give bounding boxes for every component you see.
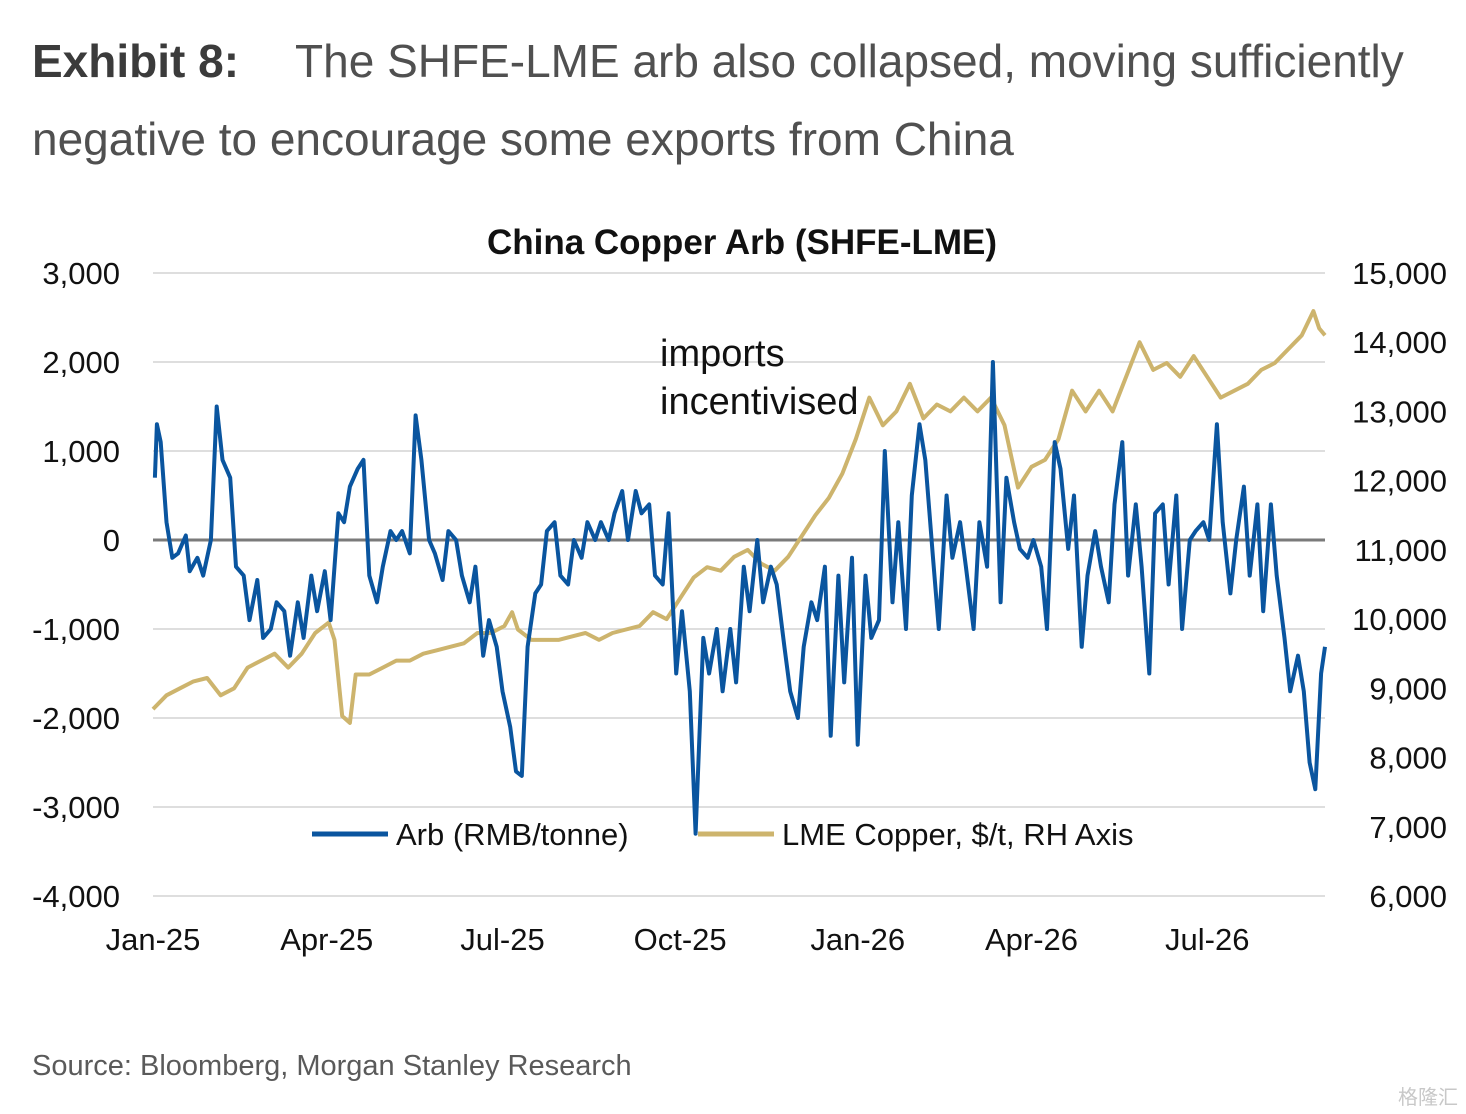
exhibit-heading: Exhibit 8: The SHFE-LME arb also collapse… <box>32 22 1432 178</box>
x-tick-label: Apr-26 <box>985 922 1078 957</box>
right-tick-label: 13,000 <box>1352 394 1447 429</box>
left-tick-label: -1,000 <box>32 612 120 647</box>
right-tick-label: 7,000 <box>1369 810 1447 845</box>
right-tick-label: 14,000 <box>1352 325 1447 360</box>
x-tick-label: Jul-25 <box>460 922 544 957</box>
exhibit-title: The SHFE-LME arb also collapsed, moving … <box>32 35 1404 165</box>
left-tick-label: 3,000 <box>42 256 120 291</box>
watermark-logo: 格隆汇 <box>1398 1087 1458 1109</box>
left-tick-label: -3,000 <box>32 790 120 825</box>
right-tick-label: 11,000 <box>1354 533 1447 568</box>
left-tick-label: -2,000 <box>32 701 120 736</box>
lme-copper-series-line <box>151 309 1327 725</box>
series-layer <box>151 309 1327 836</box>
left-tick-label: 0 <box>103 523 120 558</box>
right-tick-label: 8,000 <box>1369 741 1447 776</box>
right-tick-label: 15,000 <box>1352 256 1447 291</box>
legend-label-lme: LME Copper, $/t, RH Axis <box>782 817 1133 852</box>
x-tick-label: Jan-25 <box>106 922 201 957</box>
x-tick-label: Apr-25 <box>280 922 373 957</box>
source-note: Source: Bloomberg, Morgan Stanley Resear… <box>32 1050 632 1082</box>
left-tick-label: 1,000 <box>42 434 120 469</box>
x-tick-label: Jan-26 <box>810 922 905 957</box>
legend-label-arb: Arb (RMB/tonne) <box>396 817 629 852</box>
right-tick-label: 12,000 <box>1352 464 1447 499</box>
arb-series-line <box>152 360 1327 836</box>
imports-incentivised-annotation: imports incentivised <box>660 333 859 423</box>
left-tick-label: -4,000 <box>32 879 120 914</box>
right-tick-label: 6,000 <box>1369 879 1447 914</box>
left-tick-label: 2,000 <box>42 345 120 380</box>
copper-arb-chart: China Copper Arb (SHFE-LME) 3,000 2,000 1,… <box>32 223 1447 957</box>
x-tick-label: Oct-25 <box>634 922 727 957</box>
right-tick-label: 9,000 <box>1369 671 1447 706</box>
right-tick-label: 10,000 <box>1352 602 1447 637</box>
chart-title: China Copper Arb (SHFE-LME) <box>487 223 997 262</box>
x-axis-ticks: Jan-25 Apr-25 Jul-25 Oct-25 Jan-26 Apr-26 Jul-… <box>106 922 1250 957</box>
exhibit-label: Exhibit 8: <box>32 35 240 87</box>
x-tick-label: Jul-26 <box>1165 922 1249 957</box>
chart-legend: Arb (RMB/tonne) LME Copper, $/t, RH Axis <box>312 817 1133 852</box>
left-axis-ticks: 3,000 2,000 1,000 0 -1,000 -2,000 -3,000 -4,000 <box>32 256 120 914</box>
right-axis-ticks: 15,000 14,000 13,000 12,000 11,000 10,000 9,00… <box>1352 256 1447 914</box>
